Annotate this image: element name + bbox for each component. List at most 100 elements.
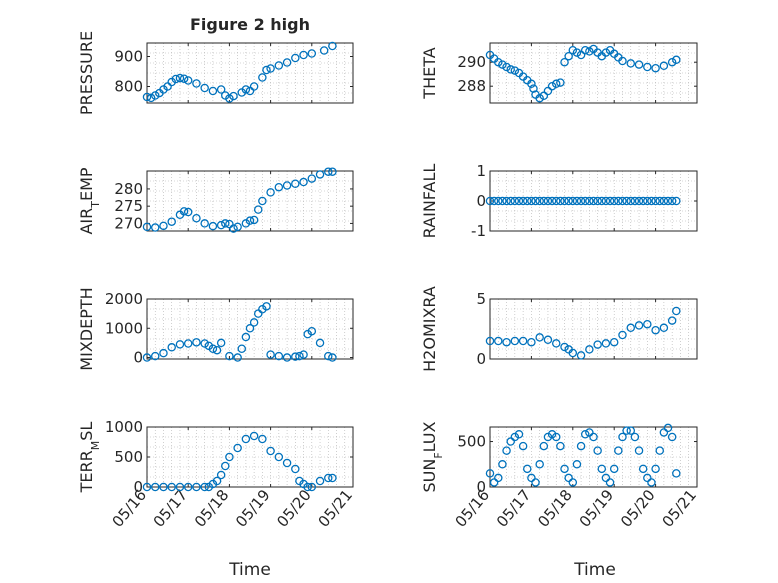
x-tick-label: 05/21 (314, 486, 356, 531)
data-point (576, 351, 586, 360)
data-point (328, 353, 337, 362)
data-point (626, 426, 636, 435)
data-point (506, 196, 515, 206)
data-point (576, 196, 586, 206)
y-axis-label-part: SL (77, 422, 96, 441)
data-point (303, 482, 312, 492)
data-point (274, 61, 284, 70)
data-point (229, 91, 238, 101)
data-point (551, 339, 561, 348)
data-point (638, 196, 648, 206)
data-point (667, 57, 677, 67)
data-point (253, 205, 263, 214)
data-point (585, 345, 594, 354)
subplot-h2omixra: 5 0 H2OMIXRA (420, 286, 698, 372)
data-point (585, 196, 594, 206)
data-point (651, 63, 660, 73)
data-point (589, 196, 598, 206)
y-tick-label: 0 (476, 478, 486, 496)
data-point (489, 478, 499, 487)
data-point (510, 66, 520, 75)
data-point (307, 482, 317, 492)
data-point (192, 79, 201, 88)
data-point (593, 446, 602, 455)
data-point (593, 196, 602, 206)
axes-box (146, 42, 354, 104)
data-point (167, 482, 176, 492)
data-point (200, 219, 209, 228)
data-point (142, 482, 152, 492)
y-axis-label-part: F (432, 452, 445, 458)
data-point (167, 343, 176, 352)
x-tick-label: 05/17 (150, 486, 192, 531)
data-point (647, 478, 656, 487)
data-point (183, 482, 193, 492)
data-point (216, 338, 226, 348)
data-point (299, 177, 308, 187)
data-point (262, 302, 271, 311)
y-tick-label: 270 (114, 214, 143, 232)
x-axis-label-right: Time (573, 560, 616, 580)
y-tick-label: 500 (457, 433, 486, 451)
data-point (212, 476, 222, 486)
data-point (498, 460, 507, 469)
data-point (672, 469, 681, 478)
y-axis-label-part: THETA (420, 47, 439, 99)
data-point (514, 430, 524, 439)
data-point (319, 46, 329, 55)
data-point (315, 170, 325, 179)
data-point (531, 478, 540, 487)
data-point (146, 93, 156, 103)
y-axis-label-part: PRESSURE (77, 31, 96, 115)
y-axis-label: TERRMSL (77, 422, 102, 494)
subplot-sun-flux: 05/16 05/17 05/18 05/19 05/20 05/21 500 0 SUNFLU… (420, 421, 700, 530)
y-axis-label-part: RAINFALL (420, 164, 439, 239)
data-point (576, 50, 586, 60)
data-point (659, 196, 669, 206)
data-point (527, 79, 536, 89)
x-tick-label: 05/16 (108, 486, 150, 531)
data-point (225, 452, 234, 462)
data-point (150, 482, 160, 492)
data-point (622, 196, 631, 206)
y-axis-label-part: EMP (77, 167, 96, 201)
data-point (651, 464, 660, 474)
data-point (667, 316, 677, 325)
data-point (634, 446, 644, 455)
data-point (564, 196, 573, 206)
data-point (249, 431, 259, 441)
data-point (249, 82, 259, 91)
y-tick-label: 1000 (105, 418, 143, 436)
y-axis-label: SUNFLUX (420, 421, 445, 492)
data-point (171, 74, 181, 84)
axes-box (146, 170, 354, 232)
y-axis-label-part: M (89, 441, 102, 451)
x-tick-label: 05/17 (493, 486, 535, 531)
data-point (651, 196, 660, 206)
data-point (485, 469, 495, 478)
data-point (510, 336, 520, 346)
data-point (506, 437, 515, 446)
data-point (266, 188, 275, 197)
data-point (485, 196, 495, 206)
data-point (299, 350, 308, 359)
data-point (291, 464, 300, 474)
data-point (659, 61, 669, 71)
y-axis-label-part: TERR (77, 450, 96, 493)
y-axis-label: H2OMIXRA (420, 286, 439, 372)
data-point (241, 332, 251, 342)
data-point (659, 323, 669, 333)
data-point (502, 62, 511, 72)
data-point (489, 196, 499, 206)
data-point (568, 348, 578, 358)
y-tick-label: 290 (457, 53, 486, 71)
data-point (324, 351, 333, 361)
data-point (643, 319, 652, 329)
data-point (266, 64, 275, 73)
data-point (167, 217, 176, 226)
data-point (225, 94, 234, 103)
data-point (208, 221, 218, 231)
data-point (618, 196, 627, 206)
